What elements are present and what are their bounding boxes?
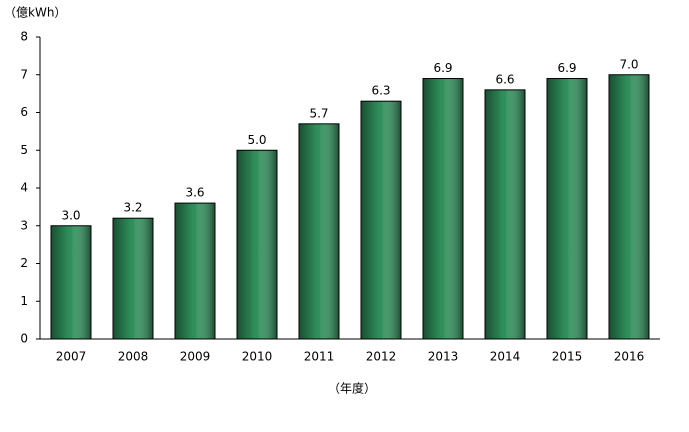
x-tick-label: 2009 [180,350,211,364]
x-tick-label: 2015 [552,350,583,364]
bar-shade [298,123,340,340]
bar-shade [174,202,216,340]
x-axis-label: （年度） [328,381,376,396]
x-tick-label: 2008 [118,350,149,364]
x-tick-label: 2011 [304,350,335,364]
bar-shade [50,225,92,340]
x-tick-label: 2010 [242,350,273,364]
value-label: 7.0 [619,57,638,71]
value-label: 3.2 [123,201,142,215]
value-label: 6.9 [557,61,576,75]
y-tick-label: 0 [20,332,28,346]
x-tick-label: 2007 [56,350,87,364]
y-tick-label: 3 [20,218,28,232]
bar-shade [422,78,464,340]
bar-shade [546,78,588,340]
value-label: 6.6 [495,72,514,86]
value-label: 6.9 [433,61,452,75]
value-label: 3.6 [185,186,204,200]
y-tick-label: 6 [20,105,28,119]
bar-shade [608,74,650,340]
x-tick-label: 2014 [490,350,521,364]
y-tick-label: 2 [20,256,28,270]
bar-shade [360,100,402,340]
bar-shade [484,89,526,340]
value-label: 5.7 [309,106,328,120]
y-tick-label: 8 [20,30,28,44]
value-label: 6.3 [371,84,390,98]
y-tick-label: 7 [20,67,28,81]
y-tick-label: 4 [20,181,28,195]
value-label: 3.0 [61,208,80,222]
bar-shade [112,217,154,340]
y-tick-label: 5 [20,143,28,157]
bar-shade [236,149,278,340]
y-axis-label: （億kWh） [4,6,66,20]
x-tick-label: 2013 [428,350,459,364]
x-tick-label: 2012 [366,350,397,364]
x-tick-label: 2016 [614,350,645,364]
y-tick-label: 1 [20,294,28,308]
value-label: 5.0 [247,133,266,147]
